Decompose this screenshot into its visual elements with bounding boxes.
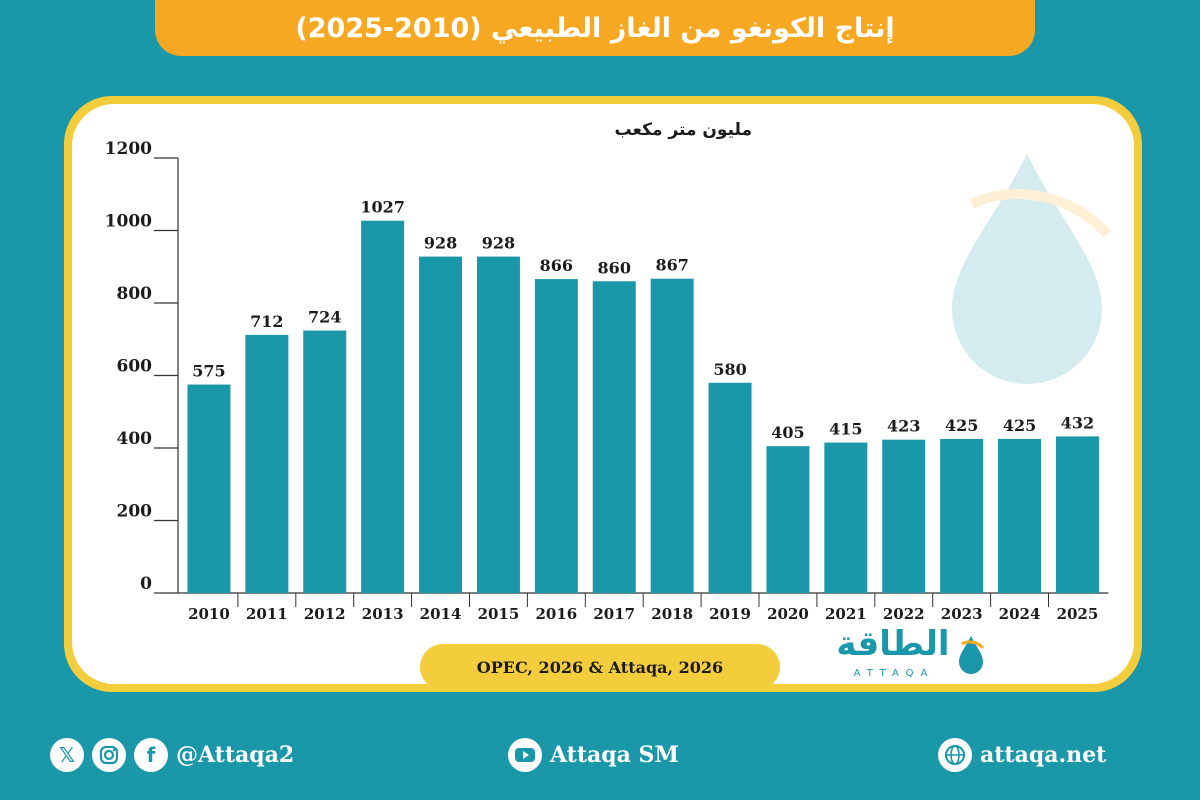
x-tick-label: 2024 — [999, 605, 1041, 623]
x-tick-label: 2020 — [767, 605, 809, 623]
bar-value-label: 575 — [192, 362, 225, 381]
unit-label: مليون متر مكعب — [614, 120, 752, 140]
x-tick-label: 2022 — [883, 605, 925, 623]
x-tick-label: 2011 — [246, 605, 288, 623]
watermark-drop-icon — [952, 154, 1111, 384]
bar-value-label: 1027 — [360, 198, 405, 217]
y-tick-label: 200 — [117, 502, 153, 522]
bar — [592, 281, 636, 593]
bar-value-label: 867 — [655, 256, 688, 275]
bar-value-label: 712 — [250, 312, 283, 331]
x-tick-label: 2019 — [709, 605, 751, 623]
youtube-channel[interactable]: Attaqa SM — [550, 742, 679, 768]
title-banner: إنتاج الكونغو من الغاز الطبيعي (2010-202… — [155, 0, 1035, 56]
y-tick-label: 1000 — [105, 212, 152, 232]
bar — [650, 278, 694, 593]
website-link[interactable]: attaqa.net — [980, 742, 1107, 768]
x-tick-label: 2016 — [535, 605, 577, 623]
bar-value-label: 425 — [1003, 416, 1036, 435]
website-footer: attaqa.net — [938, 735, 1106, 775]
youtube-icon[interactable] — [508, 738, 542, 772]
x-tick-label: 2021 — [825, 605, 867, 623]
bar-value-label: 425 — [945, 416, 978, 435]
bar — [187, 384, 231, 593]
x-tick-label: 2017 — [593, 605, 635, 623]
drop-logo-icon — [959, 636, 985, 674]
x-tick-label: 2014 — [420, 605, 462, 623]
bar-value-label: 423 — [887, 417, 920, 436]
bar-value-label: 928 — [482, 234, 515, 253]
globe-icon[interactable] — [938, 738, 972, 772]
x-icon[interactable]: 𝕏 — [50, 738, 84, 772]
y-tick-label: 1200 — [105, 139, 152, 159]
bar — [940, 438, 984, 593]
facebook-icon[interactable]: f — [134, 738, 168, 772]
chart-title: إنتاج الكونغو من الغاز الطبيعي (2010-202… — [295, 12, 895, 44]
bar-value-label: 580 — [713, 360, 746, 379]
y-tick-label: 600 — [117, 357, 153, 377]
bar — [534, 279, 578, 593]
bar — [1055, 436, 1099, 593]
bar-value-label: 432 — [1061, 413, 1094, 432]
bar — [824, 442, 868, 593]
y-tick-label: 400 — [117, 429, 153, 449]
bar-value-label: 405 — [771, 423, 804, 442]
x-tick-label: 2015 — [478, 605, 520, 623]
bar — [476, 256, 520, 593]
social-footer: 𝕏 f @Attaqa2 — [50, 735, 294, 775]
youtube-footer: Attaqa SM — [508, 735, 679, 775]
bar — [245, 334, 289, 593]
brand-latin: ATTAQA — [853, 668, 935, 679]
x-tick-label: 2023 — [941, 605, 983, 623]
bar-value-label: 415 — [829, 420, 862, 439]
bar-value-label: 724 — [308, 308, 341, 327]
x-tick-label: 2010 — [188, 605, 230, 623]
x-tick-label: 2018 — [651, 605, 693, 623]
brand-logo: الطاقة ATTAQA — [824, 624, 994, 682]
instagram-icon[interactable] — [92, 738, 126, 772]
x-tick-label: 2012 — [304, 605, 346, 623]
bar — [766, 446, 810, 593]
bar-value-label: 928 — [424, 234, 457, 253]
bar-value-label: 866 — [540, 256, 573, 275]
bar — [998, 438, 1042, 593]
brand-arabic: الطاقة — [836, 624, 950, 664]
bar — [882, 439, 926, 593]
bar — [303, 330, 347, 593]
social-handle[interactable]: @Attaqa2 — [176, 742, 295, 768]
bar — [419, 256, 463, 593]
bar — [361, 220, 405, 593]
y-tick-label: 800 — [117, 284, 153, 304]
x-tick-label: 2013 — [362, 605, 404, 623]
bar-value-label: 860 — [598, 258, 631, 277]
y-tick-label: 0 — [140, 574, 152, 594]
bar — [708, 382, 752, 593]
x-tick-label: 2025 — [1057, 605, 1099, 623]
source-label: OPEC, 2026 & Attaqa, 2026 — [420, 644, 780, 690]
